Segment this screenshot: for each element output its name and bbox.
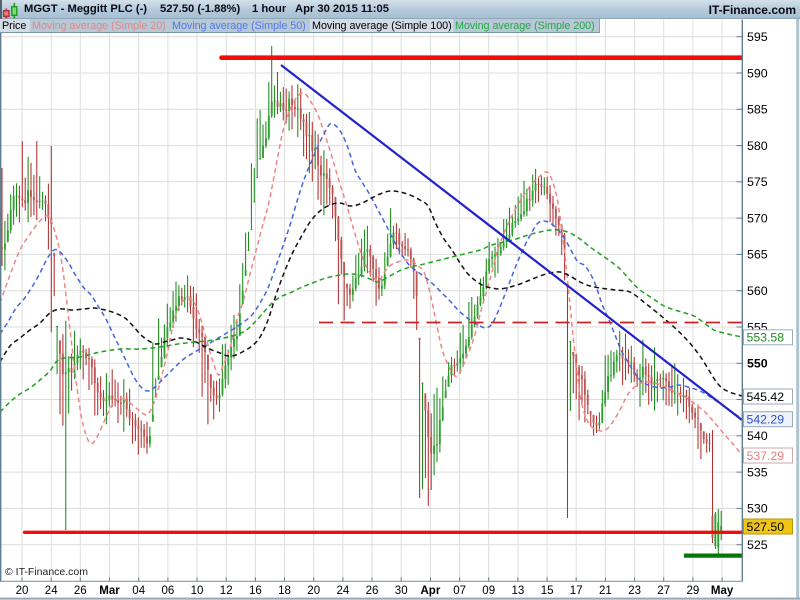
svg-text:13: 13: [512, 585, 525, 597]
svg-text:Mar: Mar: [99, 585, 120, 597]
svg-text:20: 20: [16, 585, 29, 597]
svg-text:18: 18: [278, 585, 291, 597]
svg-text:© IT-Finance.com: © IT-Finance.com: [5, 566, 88, 578]
svg-text:570: 570: [747, 211, 768, 225]
svg-text:530: 530: [747, 502, 768, 516]
svg-text:06: 06: [162, 585, 175, 597]
svg-text:585: 585: [747, 103, 768, 117]
svg-text:590: 590: [747, 66, 768, 80]
svg-text:12: 12: [220, 585, 233, 597]
svg-text:525: 525: [747, 538, 768, 552]
svg-text:553.58: 553.58: [747, 331, 785, 345]
svg-text:07: 07: [453, 585, 466, 597]
svg-text:29: 29: [687, 585, 700, 597]
svg-text:26: 26: [366, 585, 379, 597]
svg-text:17: 17: [570, 585, 583, 597]
svg-text:Apr: Apr: [420, 585, 440, 597]
svg-text:537.29: 537.29: [747, 449, 785, 463]
svg-text:16: 16: [249, 585, 262, 597]
svg-text:565: 565: [747, 248, 768, 262]
svg-text:27: 27: [657, 585, 670, 597]
svg-text:04: 04: [132, 585, 145, 597]
svg-text:23: 23: [628, 585, 641, 597]
svg-text:575: 575: [747, 175, 768, 189]
svg-text:580: 580: [747, 139, 768, 153]
svg-text:20: 20: [307, 585, 320, 597]
svg-text:24: 24: [337, 585, 350, 597]
svg-text:535: 535: [747, 465, 768, 479]
svg-text:15: 15: [541, 585, 554, 597]
svg-text:26: 26: [74, 585, 87, 597]
svg-text:595: 595: [747, 30, 768, 44]
svg-text:30: 30: [395, 585, 408, 597]
svg-text:560: 560: [747, 284, 768, 298]
svg-text:21: 21: [599, 585, 612, 597]
svg-text:542.29: 542.29: [747, 413, 785, 427]
svg-text:10: 10: [191, 585, 204, 597]
svg-text:545.42: 545.42: [747, 390, 785, 404]
svg-text:540: 540: [747, 429, 768, 443]
svg-text:550: 550: [747, 357, 768, 371]
svg-text:527.50: 527.50: [747, 520, 785, 534]
svg-text:24: 24: [45, 585, 58, 597]
svg-text:May: May: [711, 585, 734, 597]
svg-text:09: 09: [482, 585, 495, 597]
